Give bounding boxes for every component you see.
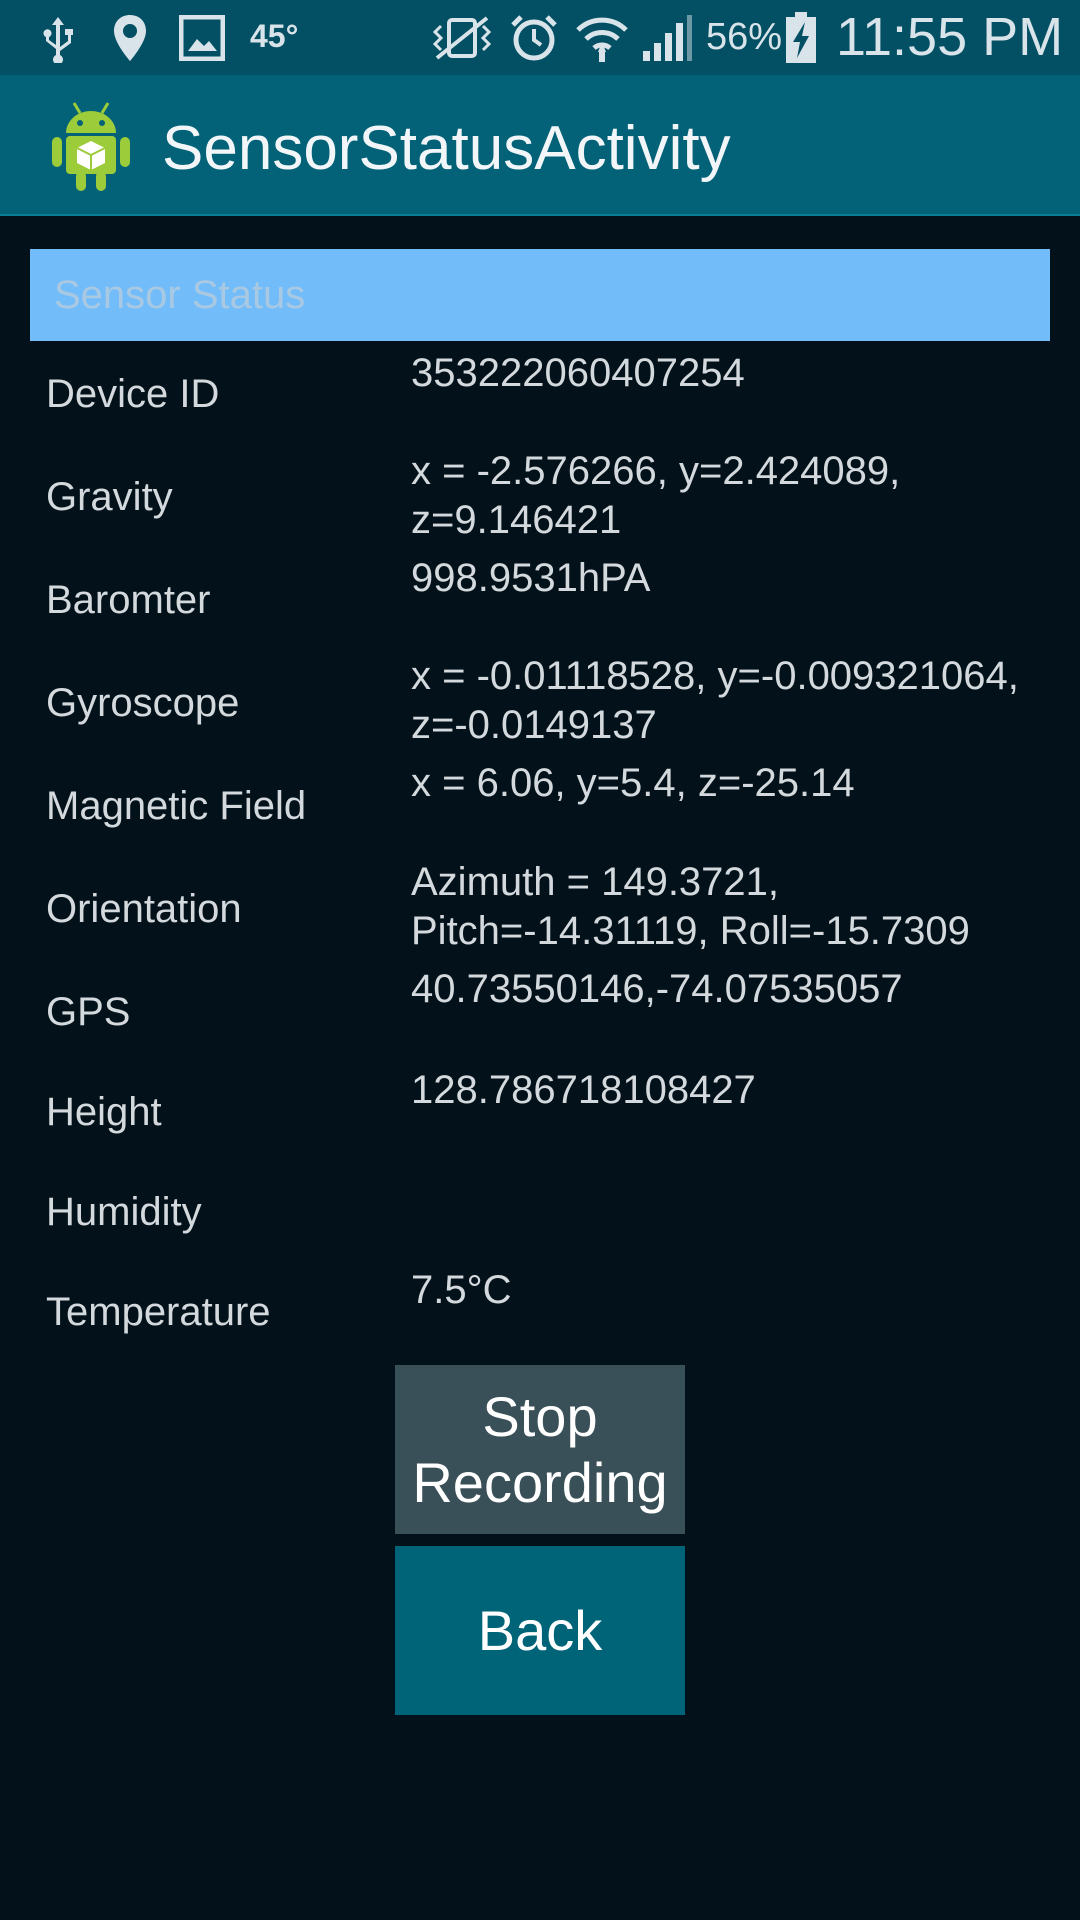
mute-vibrate-icon <box>426 12 498 64</box>
battery-percent: 56% <box>706 16 783 58</box>
sensor-status-header: Sensor Status <box>30 249 1050 341</box>
value-orientation: Azimuth = 149.3721, Pitch=-14.31119, Rol… <box>411 860 970 953</box>
label-barometer: Baromter <box>46 578 211 622</box>
label-gravity: Gravity <box>46 475 173 519</box>
action-bar: SensorStatusActivity <box>0 75 1080 216</box>
label-gyroscope: Gyroscope <box>46 681 240 725</box>
battery-charging-icon <box>784 12 818 64</box>
usb-icon <box>36 12 80 64</box>
label-gps: GPS <box>46 990 131 1034</box>
signal-icon <box>640 12 694 64</box>
label-humidity: Humidity <box>46 1190 202 1234</box>
back-button[interactable]: Back <box>395 1546 685 1715</box>
label-temperature: Temperature <box>46 1290 271 1334</box>
app-title: SensorStatusActivity <box>162 114 731 183</box>
stop-recording-button[interactable]: Stop Recording <box>395 1365 685 1534</box>
label-device-id: Device ID <box>46 372 220 416</box>
value-barometer: 998.9531hPA <box>411 556 651 600</box>
value-height: 128.786718108427 <box>411 1068 756 1112</box>
label-height: Height <box>46 1090 162 1134</box>
wifi-icon <box>574 12 630 64</box>
clock: 11:55 PM <box>836 7 1064 67</box>
location-icon <box>108 12 152 64</box>
value-temperature: 7.5°C <box>411 1268 512 1312</box>
value-magnetic-field: x = 6.06, y=5.4, z=-25.14 <box>411 761 855 805</box>
temperature-indicator: 45° <box>250 18 299 54</box>
alarm-icon <box>508 12 560 64</box>
value-gravity: x = -2.576266, y=2.424089, z=9.146421 <box>411 449 901 542</box>
value-device-id: 353222060407254 <box>411 351 745 395</box>
android-app-icon <box>48 97 134 193</box>
image-icon <box>178 12 226 64</box>
label-orientation: Orientation <box>46 887 242 931</box>
sensor-status-header-label: Sensor Status <box>54 273 306 317</box>
status-bar: 45° <box>0 0 1080 75</box>
value-gps: 40.73550146,-74.07535057 <box>411 967 903 1011</box>
value-gyroscope: x = -0.01118528, y=-0.009321064, z=-0.01… <box>411 654 1019 747</box>
label-magnetic-field: Magnetic Field <box>46 784 307 828</box>
